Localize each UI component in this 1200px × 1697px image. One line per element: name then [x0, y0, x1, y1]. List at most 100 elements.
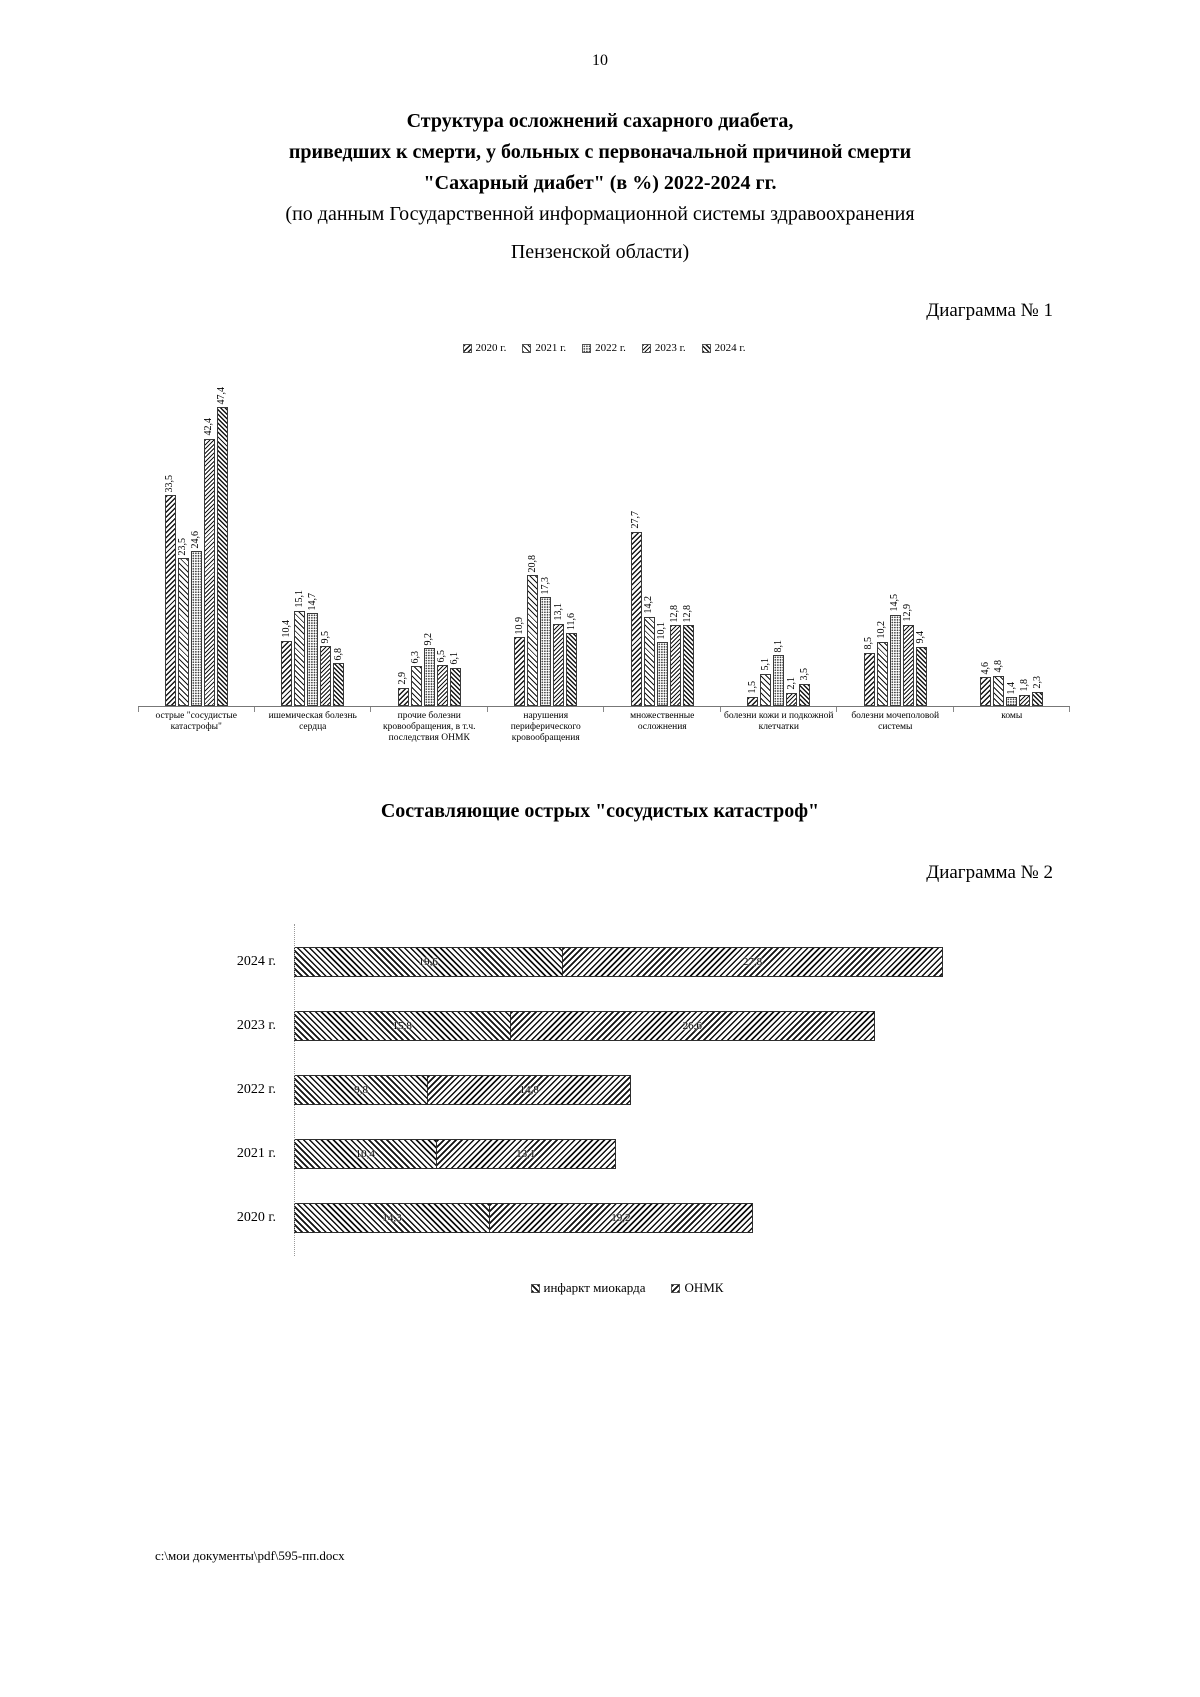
segment-value-label: 27,8 [742, 956, 763, 968]
bar-value-label: 2,9 [397, 672, 409, 685]
bar-value-label: 1,4 [1005, 681, 1017, 695]
bar-with-label: 4,8 [993, 660, 1005, 706]
bar-value-label: 9,2 [423, 632, 435, 646]
bar-value-label: 6,8 [332, 647, 344, 661]
bar [410, 666, 422, 706]
bar [1032, 691, 1044, 706]
bar-with-label: 2,1 [786, 677, 798, 706]
bar-with-label: 1,5 [747, 681, 759, 706]
bar [553, 623, 565, 706]
bar-with-label: 14,2 [643, 596, 655, 706]
bar [656, 642, 668, 706]
legend-item: 2020 г. [462, 342, 506, 354]
bar-with-label: 6,1 [449, 652, 461, 706]
bar [333, 663, 345, 706]
bar-segment: 19,6 [294, 947, 563, 977]
bar-with-label: 15,1 [294, 590, 306, 706]
legend-swatch-icon [641, 343, 651, 353]
bar-value-label: 11,6 [565, 612, 577, 630]
stacked-bar: 19,6 27,8 [294, 947, 944, 977]
bar-value-label: 24,6 [190, 530, 202, 549]
bar [993, 675, 1005, 706]
bar-segment: 27,8 [562, 947, 944, 977]
bar-value-label: 47,4 [216, 386, 228, 405]
bar-value-label: 14,5 [889, 594, 901, 612]
bar-value-label: 10,4 [280, 620, 292, 638]
section-2-title: Составляющие острых "сосудистых катастро… [380, 800, 820, 822]
bar-with-label: 33,5 [164, 475, 176, 706]
bar-value-label: 12,8 [682, 604, 694, 623]
diagram-2-legend: инфаркт миокарда ОНМК [222, 1280, 1032, 1296]
bar [397, 687, 409, 706]
bar-with-label: 11,6 [566, 613, 578, 706]
category-label: острые "сосудистые катастрофы" [155, 711, 237, 732]
category-label: ишемическая болезнь сердца [268, 711, 357, 732]
bar-value-label: 3,5 [798, 668, 810, 681]
bar [747, 696, 759, 706]
category-label: болезни кожи и подкожной клетчатки [724, 711, 834, 732]
title-line-1: Структура осложнений сахарного диабета, [406, 110, 794, 132]
bar [863, 652, 875, 706]
legend-swatch-icon [522, 343, 532, 353]
diagram-1-caption: Диаграмма № 1 [926, 300, 1053, 321]
bar-value-label: 27,7 [630, 511, 642, 529]
stacked-bar: 14,3 19,2 [294, 1203, 753, 1233]
diagram-1-legend: 2020 г. 2021 г. 2022 г. 2023 г. 2024 г. [138, 342, 1070, 354]
bar [1006, 697, 1018, 706]
category-label: прочие болезни кровообращения, в т.ч. по… [383, 711, 476, 743]
legend-swatch-icon [671, 1283, 681, 1293]
bar-value-label: 6,3 [410, 650, 422, 664]
bar-value-label: 2,3 [1031, 676, 1043, 689]
legend-swatch-icon [530, 1283, 540, 1293]
bar-with-label: 10,4 [281, 620, 293, 706]
bar-value-label: 20,8 [526, 554, 538, 573]
bar-value-label: 1,5 [746, 681, 758, 694]
bar-value-label: 1,8 [1018, 679, 1030, 692]
bar [902, 624, 914, 706]
bar [799, 683, 811, 706]
stacked-bar-row: 2024 г. 19,6 27,8 [222, 930, 1032, 994]
bar-group: 4,6 4,8 1,4 1,8 2,3 [953, 362, 1070, 707]
stacked-bar: 9,8 14,8 [294, 1075, 632, 1105]
bar [203, 438, 215, 706]
bar-segment: 10,4 [294, 1139, 437, 1169]
segment-value-label: 14,3 [382, 1212, 402, 1224]
bar [527, 575, 539, 706]
bar-value-label: 42,4 [203, 418, 215, 436]
legend-label: ОНМК [684, 1280, 724, 1295]
bar-value-label: 14,7 [306, 592, 318, 611]
category-group: 1,5 5,1 8,1 2,1 3,5 болезни кожи и подкожной … [720, 362, 837, 744]
bar-with-label: 3,5 [799, 668, 811, 706]
legend-item: ОНМК [671, 1280, 723, 1296]
bar [760, 673, 772, 706]
legend-item: инфаркт миокарда [530, 1280, 645, 1296]
segment-value-label: 10,4 [355, 1148, 375, 1160]
bar-with-label: 6,3 [410, 651, 422, 706]
legend-label: 2024 г. [714, 342, 746, 354]
diagram-2-plot: 2024 г. 19,6 27,8 2023 г. 15,8 26,6 2022 г. 9,8… [222, 924, 1032, 1256]
segment-value-label: 19,2 [611, 1212, 631, 1224]
bar-value-label: 23,5 [177, 537, 189, 556]
bar-with-label: 6,8 [333, 648, 345, 706]
bar [307, 613, 319, 706]
bar-value-label: 9,5 [319, 630, 331, 644]
bar [294, 610, 306, 706]
bar [643, 616, 655, 706]
bar [682, 625, 694, 706]
bar-segment: 13,1 [436, 1139, 616, 1169]
bar-group: 8,5 10,2 14,5 12,9 9,4 [837, 362, 954, 707]
bar [540, 597, 552, 706]
stacked-bar-row: 2021 г. 10,4 13,1 [222, 1122, 1032, 1186]
legend-item: 2024 г. [701, 342, 746, 354]
diagram-1-plot: 33,5 23,5 24,6 42,4 47,4 острые "сосудистые к… [138, 362, 1070, 744]
segment-value-label: 15,8 [392, 1020, 412, 1032]
bar-value-label: 14,2 [643, 596, 655, 614]
bar-with-label: 2,3 [1032, 676, 1044, 706]
legend-item: 2023 г. [641, 342, 686, 354]
bar [436, 665, 448, 706]
legend-label: 2021 г. [535, 342, 567, 354]
segment-value-label: 9,8 [354, 1084, 369, 1096]
category-group: 4,6 4,8 1,4 1,8 2,3 комы [953, 362, 1070, 744]
bar-value-label: 8,5 [863, 637, 875, 650]
